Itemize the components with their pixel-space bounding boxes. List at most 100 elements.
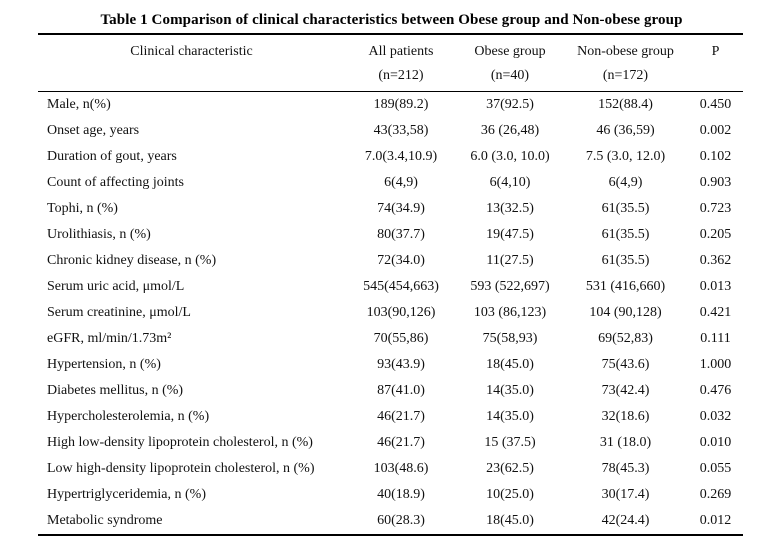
cell-p-value: 1.000: [699, 357, 732, 372]
table-title: Table 1 Comparison of clinical character…: [100, 12, 683, 28]
cell-non-obese-group: 7.5 (3.0, 12.0): [585, 149, 666, 164]
cell-all-patients: 87(41.0): [377, 383, 425, 398]
cell-p-value: 0.362: [699, 253, 732, 268]
cell-p-value: 0.205: [699, 227, 732, 242]
cell-all-patients: 72(34.0): [377, 253, 425, 268]
cell-obese-group: 15 (37.5): [484, 435, 536, 450]
cell-obese-group: 75(58,93): [482, 331, 538, 346]
cell-obese-group: 37(92.5): [486, 97, 534, 112]
cell-all-patients: 545(454,663): [363, 279, 439, 294]
cell-characteristic: High low-density lipoprotein cholesterol…: [47, 435, 313, 450]
cell-characteristic: Serum uric acid, μmol/L: [47, 279, 185, 294]
cell-characteristic: Urolithiasis, n (%): [47, 227, 151, 242]
cell-characteristic: Serum creatinine, μmol/L: [47, 305, 191, 320]
cell-non-obese-group: 61(35.5): [601, 201, 650, 216]
table-row: Male, n(%) 189(89.2) 37(92.5) 152(88.4) …: [38, 92, 743, 119]
clinical-characteristics-table: Clinical characteristic All patients (n=…: [38, 33, 743, 536]
cell-all-patients: 103(90,126): [366, 305, 436, 320]
cell-non-obese-group: 75(43.6): [601, 357, 650, 372]
column-header-label: Non-obese group: [577, 44, 674, 59]
cell-characteristic: Duration of gout, years: [47, 149, 177, 164]
cell-non-obese-group: 32(18.6): [601, 409, 650, 424]
table-row: Urolithiasis, n (%) 80(37.7) 19(47.5) 61…: [38, 222, 743, 248]
cell-p-value: 0.010: [699, 435, 732, 450]
column-header-sub: (n=172): [602, 68, 649, 83]
cell-non-obese-group: 46 (36,59): [596, 123, 655, 138]
cell-all-patients: 189(89.2): [373, 97, 429, 112]
cell-all-patients: 80(37.7): [377, 227, 425, 242]
table-body: Male, n(%) 189(89.2) 37(92.5) 152(88.4) …: [38, 92, 743, 536]
cell-obese-group: 11(27.5): [486, 253, 534, 268]
table-row: Hypertension, n (%) 93(43.9) 18(45.0) 75…: [38, 352, 743, 378]
cell-non-obese-group: 6(4,9): [608, 175, 643, 190]
cell-p-value: 0.450: [699, 97, 732, 112]
cell-obese-group: 14(35.0): [486, 409, 534, 424]
cell-obese-group: 36 (26,48): [480, 123, 540, 138]
cell-characteristic: eGFR, ml/min/1.73m²: [47, 331, 172, 346]
cell-characteristic: Onset age, years: [47, 123, 140, 138]
cell-obese-group: 6.0 (3.0, 10.0): [470, 149, 550, 164]
cell-non-obese-group: 531 (416,660): [585, 279, 666, 294]
cell-p-value: 0.002: [699, 123, 732, 138]
cell-non-obese-group: 152(88.4): [598, 97, 653, 112]
cell-non-obese-group: 30(17.4): [601, 487, 650, 502]
table-row: Tophi, n (%) 74(34.9) 13(32.5) 61(35.5) …: [38, 196, 743, 222]
column-header-sub: (n=212): [378, 68, 424, 83]
table-row: High low-density lipoprotein cholesterol…: [38, 430, 743, 456]
cell-non-obese-group: 31 (18.0): [599, 435, 652, 450]
cell-obese-group: 593 (522,697): [470, 279, 550, 294]
cell-non-obese-group: 61(35.5): [601, 227, 650, 242]
column-header-obese-group: Obese group (n=40): [457, 34, 563, 92]
cell-characteristic: Low high-density lipoprotein cholesterol…: [47, 461, 315, 476]
cell-obese-group: 18(45.0): [486, 357, 534, 372]
header-row: Clinical characteristic All patients (n=…: [38, 34, 743, 92]
cell-all-patients: 46(21.7): [377, 435, 425, 450]
column-header-non-obese-group: Non-obese group (n=172): [563, 34, 688, 92]
table-row: eGFR, ml/min/1.73m² 70(55,86) 75(58,93) …: [38, 326, 743, 352]
column-header-sub: (n=40): [490, 68, 530, 83]
column-header-sub: [688, 64, 743, 88]
cell-non-obese-group: 42(24.4): [601, 513, 650, 528]
table-row: Hypercholesterolemia, n (%) 46(21.7) 14(…: [38, 404, 743, 430]
cell-all-patients: 43(33,58): [373, 123, 429, 138]
cell-p-value: 0.032: [699, 409, 732, 424]
cell-p-value: 0.055: [699, 461, 732, 476]
table-row: Hypertriglyceridemia, n (%) 40(18.9) 10(…: [38, 482, 743, 508]
column-header-sub: [38, 64, 345, 88]
table-row: Chronic kidney disease, n (%) 72(34.0) 1…: [38, 248, 743, 274]
table-row: Count of affecting joints 6(4,9) 6(4,10)…: [38, 170, 743, 196]
cell-obese-group: 103 (86,123): [473, 305, 547, 320]
cell-non-obese-group: 61(35.5): [601, 253, 650, 268]
cell-characteristic: Count of affecting joints: [47, 175, 184, 190]
table-row: Diabetes mellitus, n (%) 87(41.0) 14(35.…: [38, 378, 743, 404]
cell-p-value: 0.903: [699, 175, 732, 190]
cell-obese-group: 23(62.5): [486, 461, 534, 476]
table-row: Serum creatinine, μmol/L 103(90,126) 103…: [38, 300, 743, 326]
cell-non-obese-group: 73(42.4): [601, 383, 650, 398]
cell-all-patients: 6(4,9): [384, 175, 418, 190]
cell-all-patients: 103(48.6): [373, 461, 429, 476]
cell-non-obese-group: 78(45.3): [601, 461, 650, 476]
column-header-p-value: P: [688, 34, 743, 92]
cell-non-obese-group: 69(52,83): [598, 331, 653, 346]
cell-characteristic: Male, n(%): [47, 97, 111, 112]
cell-characteristic: Metabolic syndrome: [47, 513, 163, 528]
cell-all-patients: 7.0(3.4,10.9): [364, 149, 438, 164]
cell-p-value: 0.012: [699, 513, 732, 528]
cell-all-patients: 60(28.3): [377, 513, 425, 528]
cell-obese-group: 14(35.0): [486, 383, 534, 398]
cell-all-patients: 93(43.9): [377, 357, 425, 372]
cell-p-value: 0.723: [699, 201, 732, 216]
table-row: Onset age, years 43(33,58) 36 (26,48) 46…: [38, 118, 743, 144]
cell-non-obese-group: 104 (90,128): [589, 305, 662, 320]
table-row: Metabolic syndrome 60(28.3) 18(45.0) 42(…: [38, 508, 743, 535]
column-header-label: Obese group: [474, 44, 546, 59]
cell-p-value: 0.013: [699, 279, 732, 294]
cell-characteristic: Hypertriglyceridemia, n (%): [47, 487, 206, 502]
cell-all-patients: 46(21.7): [377, 409, 425, 424]
cell-characteristic: Diabetes mellitus, n (%): [47, 383, 184, 398]
cell-p-value: 0.421: [699, 305, 732, 320]
cell-p-value: 0.111: [700, 331, 731, 346]
cell-p-value: 0.102: [699, 149, 732, 164]
